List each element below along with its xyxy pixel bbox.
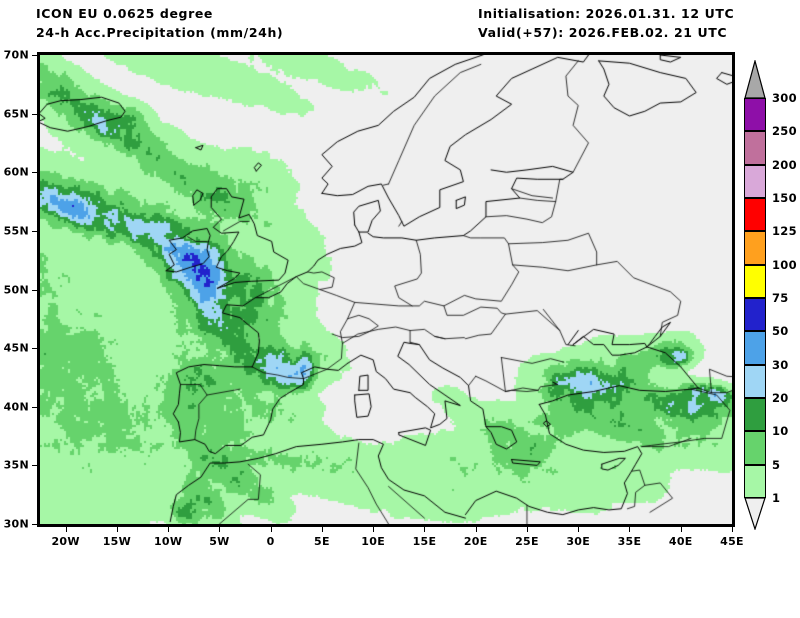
colorbar: 300 250 200 150 125 100 75 50 30 20 10 5 1 (744, 58, 800, 531)
y-axis-tick (32, 406, 37, 408)
colorbar-segment (744, 398, 766, 432)
y-axis-tick (32, 348, 37, 350)
colorbar-tick-label: 250 (772, 124, 797, 139)
x-axis-label: 45E (720, 535, 744, 548)
colorbar-tick-label: 300 (772, 91, 797, 105)
colorbar-tick-label: 1 (772, 491, 781, 505)
x-axis-label: 25E (515, 535, 539, 548)
y-axis-label: 65N (3, 107, 29, 121)
colorbar-tick-label: 10 (772, 424, 789, 439)
y-axis-label: 55N (3, 224, 29, 238)
x-axis-label: 15W (102, 535, 132, 548)
x-axis-tick (270, 527, 272, 532)
x-axis-label: 5W (209, 535, 230, 548)
x-axis-label: 0 (266, 535, 275, 548)
map-plot-area (37, 52, 735, 527)
colorbar-over-range-arrow (744, 58, 766, 99)
x-axis-tick (321, 527, 323, 532)
colorbar-segment (744, 164, 766, 198)
x-axis-tick (475, 527, 477, 532)
x-axis-label: 20E (463, 535, 488, 548)
colorbar-segment (744, 364, 766, 398)
x-axis-tick (219, 527, 221, 532)
y-axis-tick (32, 465, 37, 467)
x-axis-tick (680, 527, 682, 532)
x-axis-tick (629, 527, 631, 532)
y-axis-tick (32, 172, 37, 174)
y-axis-label: 70N (3, 48, 29, 62)
colorbar-segment (744, 431, 766, 465)
x-axis-tick (732, 527, 733, 532)
y-axis-tick (32, 289, 37, 291)
colorbar-tick-label: 50 (772, 324, 789, 339)
x-axis-tick (116, 527, 118, 532)
colorbar-segment (744, 464, 766, 498)
x-axis-tick (168, 527, 170, 532)
y-axis-label: 40N (3, 400, 29, 414)
y-axis-label: 30N (3, 517, 29, 531)
x-axis-tick (578, 527, 580, 532)
x-axis-tick (65, 527, 67, 532)
x-axis-label: 5E (314, 535, 330, 548)
y-axis-label: 35N (3, 458, 29, 472)
valid-time-label: Valid(+57): 2026.FEB.02. 21 UTC (478, 25, 728, 40)
colorbar-segment (744, 231, 766, 265)
x-axis-tick (424, 527, 426, 532)
colorbar-tick-label: 5 (772, 457, 781, 472)
model-name-label: ICON EU 0.0625 degree (36, 6, 213, 21)
colorbar-under-range-arrow (744, 497, 766, 531)
x-axis-label: 30E (566, 535, 591, 548)
x-axis-label: 20W (51, 535, 80, 548)
colorbar-tick-label: 75 (772, 291, 789, 305)
x-axis-tick (373, 527, 375, 532)
colorbar-tick-label: 30 (772, 357, 789, 372)
colorbar-segment (744, 131, 766, 165)
colorbar-tick-label: 20 (772, 391, 789, 405)
precipitation-field (40, 55, 732, 524)
y-axis-tick (32, 55, 37, 56)
field-name-label: 24-h Acc.Precipitation (mm/24h) (36, 25, 284, 40)
y-axis-tick (32, 230, 37, 232)
y-axis-label: 45N (3, 341, 29, 355)
y-axis-label: 50N (3, 283, 29, 296)
colorbar-segment (744, 331, 766, 365)
colorbar-tick-label: 125 (772, 224, 797, 239)
colorbar-tick-label: 200 (772, 157, 797, 172)
colorbar-tick-label: 100 (772, 257, 797, 272)
x-axis-label: 35E (617, 535, 642, 548)
x-axis-label: 15E (412, 535, 437, 548)
colorbar-segment (744, 98, 766, 132)
colorbar-segment (744, 198, 766, 232)
x-axis-label: 10W (153, 535, 183, 548)
colorbar-segment (744, 298, 766, 332)
y-axis-tick (32, 524, 37, 525)
colorbar-tick-label: 150 (772, 191, 797, 205)
x-axis-label: 40E (668, 535, 693, 548)
x-axis-label: 10E (361, 535, 386, 548)
x-axis-tick (526, 527, 528, 532)
initialisation-time-label: Initialisation: 2026.01.31. 12 UTC (478, 6, 735, 21)
y-axis-tick (32, 113, 37, 115)
colorbar-segment (744, 264, 766, 298)
y-axis-label: 60N (3, 165, 29, 179)
